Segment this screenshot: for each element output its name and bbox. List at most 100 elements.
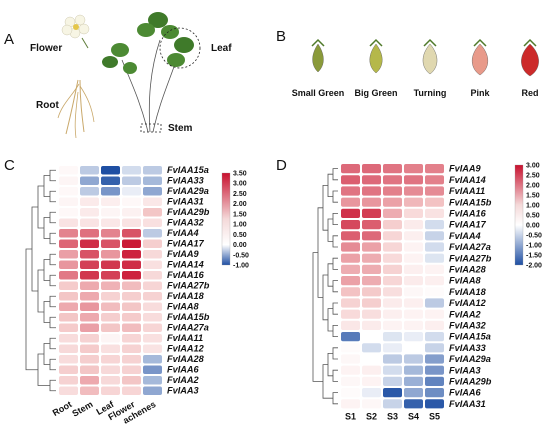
heatmap-cell (425, 354, 444, 364)
heatmap-cell (80, 376, 99, 385)
heatmap-cell (404, 320, 423, 330)
heatmap-cell (59, 208, 78, 217)
heatmap-cell (425, 298, 444, 308)
row-label: FvIAA4 (167, 228, 199, 238)
heatmap-cell (383, 276, 402, 286)
heatmap-cell (383, 220, 402, 230)
heatmap-cell (59, 355, 78, 364)
dendrogram-branch (49, 253, 56, 266)
heatmap-cell (143, 334, 162, 343)
heatmap-cell (80, 302, 99, 311)
row-label: FvIAA32 (449, 321, 487, 331)
heatmap-cell (425, 388, 444, 398)
heatmap-cell (425, 276, 444, 286)
fruit-stage-0: Small Green (292, 38, 344, 98)
heatmap-cell (362, 242, 381, 252)
heatmap-cell (59, 313, 78, 322)
heatmap-cell (143, 323, 162, 332)
dendrogram-branch (43, 259, 50, 281)
heatmap-cell (80, 208, 99, 217)
heatmap-cell (404, 298, 423, 308)
heatmap-d: FvIAA9FvIAA14FvIAA11FvIAA15bFvIAA16FvIAA… (312, 164, 492, 421)
dendrogram-branch (37, 185, 44, 229)
heatmap-cell (143, 271, 162, 280)
heatmap-cell (341, 354, 360, 364)
color-scale-tick: 1.50 (233, 211, 247, 218)
row-label: FvIAA18 (449, 287, 487, 297)
heatmap-cell (143, 302, 162, 311)
heatmap-cell (425, 253, 444, 263)
heatmap-cell (122, 176, 141, 185)
heatmap-cell (383, 298, 402, 308)
fruit-stage-2: Turning (414, 38, 446, 98)
heatmap-cell (341, 231, 360, 241)
heatmap-cell (383, 388, 402, 398)
heatmap-cell (122, 187, 141, 196)
heatmap-cell (425, 376, 444, 386)
fruit-stage-4: Red (521, 38, 539, 98)
heatmap-cell (59, 176, 78, 185)
row-label: FvIAA17 (167, 239, 205, 249)
heatmap-cell (362, 388, 381, 398)
heatmap-cell (425, 231, 444, 241)
heatmap-cell (101, 218, 120, 227)
heatmap-cell (143, 250, 162, 259)
heatmap-cell (122, 197, 141, 206)
row-label: FvIAA4 (449, 231, 481, 241)
row-label: FvIAA16 (167, 270, 205, 280)
heatmap-cell (143, 166, 162, 175)
color-scale-tick: -1.50 (526, 253, 542, 260)
heatmap-cell (59, 281, 78, 290)
stage-label: Big Green (354, 88, 397, 98)
color-scale-tick: 3.50 (233, 171, 247, 178)
heatmap-cell (341, 365, 360, 375)
dendrogram-branch (322, 185, 328, 231)
row-label: FvIAA15b (449, 197, 492, 207)
row-label: FvIAA9 (167, 249, 200, 259)
fruit-calyx (369, 38, 383, 47)
heatmap-cell (59, 376, 78, 385)
color-scale-tick: 2.50 (233, 191, 247, 198)
heatmap-cell (362, 276, 381, 286)
row-label: FvIAA16 (449, 209, 487, 219)
heatmap-cell (101, 365, 120, 374)
dendrogram-branch (43, 175, 50, 197)
color-scale-tick: -0.50 (526, 233, 542, 240)
heatmap-cell (122, 208, 141, 217)
heatmap-cell (59, 250, 78, 259)
row-label: FvIAA2 (167, 375, 200, 385)
heatmap-cell (404, 197, 423, 207)
heatmap-cell (143, 218, 162, 227)
heatmap-cell (341, 376, 360, 386)
heatmap-cell (383, 320, 402, 330)
heatmap-cell (143, 376, 162, 385)
color-scale-d: 3.00 2.50 2.00 1.50 1.00 0.50 0.00 -0.50 -1.00 -1… (514, 163, 542, 270)
dendrogram-branch (49, 190, 56, 203)
heatmap-cell (59, 386, 78, 395)
dendrogram-branch (49, 316, 56, 329)
heatmap-cell (101, 197, 120, 206)
heatmap-cell (101, 292, 120, 301)
heatmap-cell (383, 365, 402, 375)
column-label: S5 (429, 411, 440, 421)
column-label: Stem (70, 399, 94, 419)
heatmap-cell (383, 354, 402, 364)
heatmap-cell (404, 264, 423, 274)
dendrogram-branch (43, 343, 50, 365)
heatmap-cell (59, 260, 78, 269)
fruit-calyx (523, 38, 537, 47)
row-label: FvIAA14 (167, 260, 204, 270)
heatmap-cell (122, 313, 141, 322)
heatmap-cell (101, 239, 120, 248)
heatmap-cell (80, 218, 99, 227)
organ-label-leaf: Leaf (211, 43, 232, 54)
heatmap-cell (59, 197, 78, 206)
heatmap-cell (122, 229, 141, 238)
row-label: FvIAA27b (449, 253, 492, 263)
heatmap-cell (101, 208, 120, 217)
dendrogram-branch (25, 248, 38, 371)
heatmap-cell (101, 229, 120, 238)
color-scale-tick: 3.00 (526, 163, 540, 170)
color-scale-tick: -0.50 (233, 252, 249, 259)
